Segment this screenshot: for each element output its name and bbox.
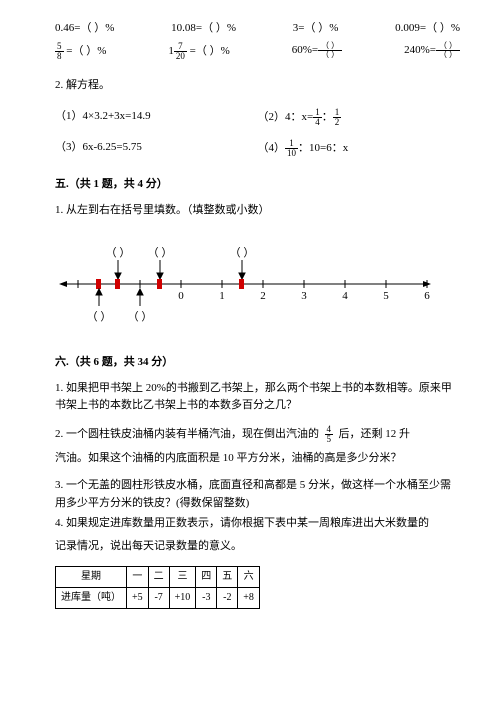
sec6-q1: 1. 如果把甲书架上 20%的书搬到乙书架上，那么两个书架上书的本数相等。原来甲… — [55, 380, 460, 415]
conv-row-1: 0.46=（ ）% 10.08=（ ）% 3=（ ）% 0.009=（ ）% — [55, 20, 460, 38]
equation-title: 2. 解方程。 — [55, 77, 460, 95]
svg-text:1: 1 — [219, 290, 225, 302]
sec6-q3: 3. 一个无盖的圆柱形铁皮水桶，底面直径和高都是 5 分米，做这样一个水桶至少需… — [55, 477, 460, 512]
svg-text:2: 2 — [260, 290, 266, 302]
paren-top-3: （ ） — [230, 246, 255, 259]
sec6-q4: 4. 如果规定进库数量用正数表示，请你根据下表中某一周粮库进出大米数量的 记录情… — [55, 515, 460, 556]
svg-text:4: 4 — [342, 290, 348, 302]
conv-4: 0.009=（ ）% — [395, 20, 460, 38]
section-6-title: 六.（共 6 题，共 34 分） — [55, 354, 460, 372]
conversion-block: 0.46=（ ）% 10.08=（ ）% 3=（ ）% 0.009=（ ）% 5… — [55, 20, 460, 61]
th-day: 星期 — [56, 566, 127, 587]
conv-row-2: 58 =（ ）% 1720 =（ ）% 60%=（ ）（ ） 240%=（ ）（… — [55, 42, 460, 61]
svg-text:6: 6 — [424, 290, 430, 302]
eq-3: （3）6x-6.25=5.75 — [55, 139, 258, 158]
table-row: 进库量（吨） +5 -7 +10 -3 -2 +8 — [56, 587, 260, 608]
paren-top-2: （ ） — [148, 246, 173, 259]
eq-2: （2）4：x=14：12 — [258, 108, 461, 127]
conv-3: 3=（ ）% — [293, 20, 339, 38]
section-5-title: 五.（共 1 题，共 4 分） — [55, 176, 460, 194]
svg-text:0: 0 — [178, 290, 184, 302]
inventory-table: 星期 一 二 三 四 五 六 进库量（吨） +5 -7 +10 -3 -2 +8 — [55, 566, 260, 609]
conv-2: 10.08=（ ）% — [171, 20, 236, 38]
conv-1: 0.46=（ ）% — [55, 20, 114, 38]
sec6-q2: 2. 一个圆柱铁皮油桶内装有半桶汽油，现在倒出汽油的 45 后，还剩 12 升 … — [55, 425, 460, 468]
th-qty: 进库量（吨） — [56, 587, 127, 608]
sec5-q1: 1. 从左到右在括号里填数。（填整数或小数） — [55, 202, 460, 220]
equation-grid: （1）4×3.2+3x=14.9 （2）4：x=14：12 （3）6x-6.25… — [55, 108, 460, 158]
paren-bottom-2: （ ） — [128, 310, 153, 323]
eq-4: （4）110：10=6：x — [258, 139, 461, 158]
svg-text:5: 5 — [383, 290, 389, 302]
paren-top-1: （ ） — [106, 246, 131, 259]
table-row: 星期 一 二 三 四 五 六 — [56, 566, 260, 587]
conv-5: 58 =（ ）% — [55, 42, 106, 61]
number-line: （ ） （ ） （ ） 0 1 2 3 4 5 6 — [55, 244, 460, 336]
conv-8: 240%=（ ）（ ） — [404, 42, 460, 61]
conv-6: 1720 =（ ）% — [168, 42, 229, 61]
paren-bottom-1: （ ） — [87, 310, 112, 323]
svg-text:3: 3 — [301, 290, 307, 302]
conv-7: 60%=（ ）（ ） — [292, 42, 342, 61]
eq-1: （1）4×3.2+3x=14.9 — [55, 108, 258, 127]
